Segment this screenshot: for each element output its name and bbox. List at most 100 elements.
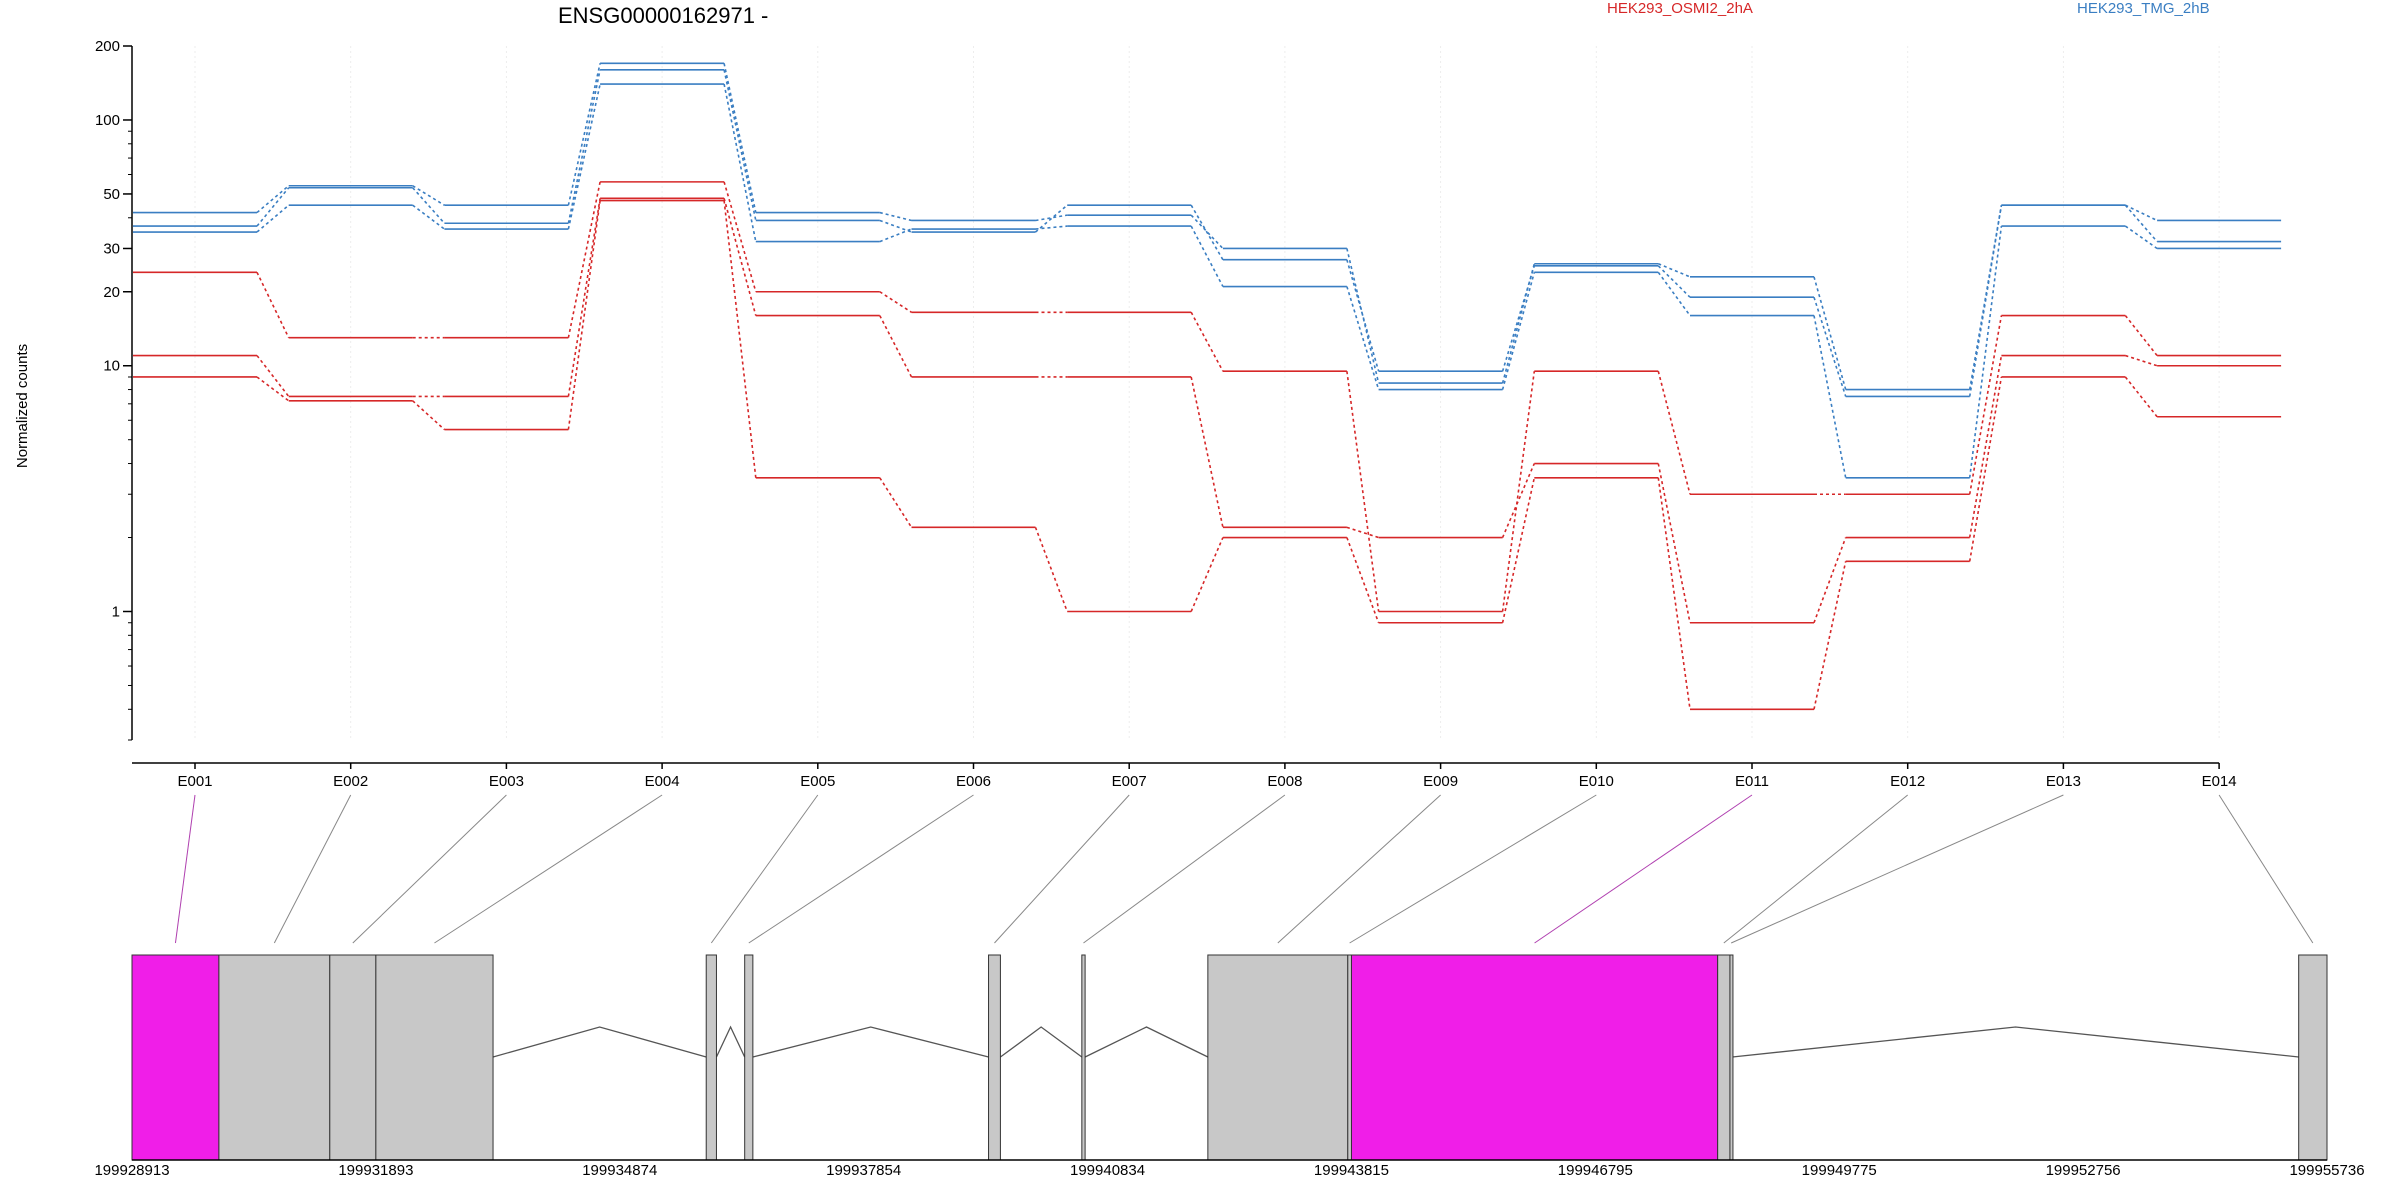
series-connector [879,228,912,243]
x-tick-label-e011: E011 [1735,773,1769,790]
series-connector [2124,315,2158,357]
series-connector [879,219,912,233]
connector-e002 [273,794,352,944]
exon-e003 [329,954,377,1161]
intron-line [715,1025,746,1058]
x-tick-label-e004: E004 [645,773,680,790]
x-tick-label-e003: E003 [489,773,524,790]
series-connector [1501,371,1536,612]
y-tick-label: 50 [103,186,120,203]
genomic-coordinate-label: 199949775 [1802,1162,1877,1179]
intron-line [1084,1026,1209,1058]
connector-e003 [352,794,507,944]
series-connector [1813,276,1847,390]
exon-e009 [1207,954,1349,1161]
series-connector [1813,315,1847,478]
series-connector [567,198,601,397]
series-connector [879,315,913,378]
series-connector [1190,537,1224,612]
exon-e010 [1347,954,1352,1161]
exon-e008 [1081,954,1086,1161]
series-connector [256,355,290,397]
series-3 [133,83,2282,479]
genomic-coordinate-label: 199946795 [1558,1162,1633,1179]
connector-e012 [1723,794,1909,944]
series-connector [567,83,601,230]
genomic-coordinate-label: 199934874 [582,1162,657,1179]
x-tick-label-e006: E006 [956,773,991,790]
series-connector [1501,263,1536,384]
series-connector [2125,204,2158,222]
y-tick-label: 1 [112,603,120,620]
series-connector [723,198,757,316]
x-axis: E001 E002 E003 E004 E005 E006 E007 E008 E009 E010… [132,762,2237,790]
series-connector [412,204,445,230]
exon-e012 [1717,954,1731,1161]
x-tick-label-e002: E002 [333,773,368,790]
exon-e005 [705,954,717,1161]
exon-e011 [1350,954,1719,1161]
series-connector [1034,204,1068,233]
genomic-coordinate-label: 199940834 [1070,1162,1145,1179]
x-tick-label-e013: E013 [2046,773,2081,790]
genomic-coordinate-label: 199943815 [1314,1162,1389,1179]
series-connector [2124,225,2158,250]
series-connector [1968,205,2003,397]
series-connector [1346,371,1380,612]
connector-e013 [1730,794,2064,944]
series-connector [723,69,757,221]
connector-e010 [1349,794,1597,944]
series-connector [1346,526,1379,539]
chart-title: ENSG00000162971 - [558,3,768,28]
y-axis: 200 100 50 30 20 10 1 [95,38,133,741]
y-tick-label: 30 [103,240,120,257]
series-1 [133,62,2282,391]
connector-e001 [174,794,196,944]
series-connector [879,477,913,528]
legend-entry-tmg: HEK293_TMG_2hB [2077,0,2210,17]
series-connector [1968,315,2003,495]
x-tick-label-e009: E009 [1423,773,1458,790]
series-connector [1346,259,1380,372]
connector-e011 [1534,794,1753,944]
series-connector [2124,376,2158,418]
series-connector [723,181,757,292]
series-connector [2124,204,2158,243]
series-4 [133,181,2282,613]
gene-model: 199928913 199931893 199934874 199937854 1999… [94,954,2365,1179]
series-connector [412,187,445,224]
exon-e002 [218,954,331,1161]
series-connector [1968,225,2003,478]
x-tick-label-e014: E014 [2202,773,2237,790]
genomic-coordinate-label: 199937854 [826,1162,901,1179]
series-connector [1501,463,1536,538]
series-5 [133,197,2282,624]
y-tick-label: 200 [95,38,120,55]
series-connector [256,204,290,233]
series-connector [256,271,290,339]
series-lines [133,62,2282,711]
series-connector [256,185,290,214]
exon-e014 [2298,954,2328,1161]
genomic-coordinate-label: 199928913 [94,1162,169,1179]
x-tick-label-e007: E007 [1112,773,1147,790]
series-connector [1813,561,1847,710]
intron-line [492,1026,707,1058]
exon-e006 [744,954,754,1161]
series-connector [1501,272,1536,390]
series-connector [412,185,445,206]
series-connector [1657,271,1691,317]
x-tick-label-e012: E012 [1890,773,1925,790]
series-connector [567,69,601,224]
intron-line [752,1026,989,1058]
legend: HEK293_OSMI2_2hA HEK293_TMG_2hB [1607,0,2210,17]
series-connector [1190,214,1224,250]
y-tick-label: 100 [95,112,120,129]
x-tick-label-e001: E001 [177,773,212,790]
series-connector [1034,527,1068,612]
series-connector [567,181,601,338]
series-connector [1035,225,1068,230]
y-tick-label: 20 [103,284,120,301]
genomic-coordinate-label: 199931893 [338,1162,413,1179]
